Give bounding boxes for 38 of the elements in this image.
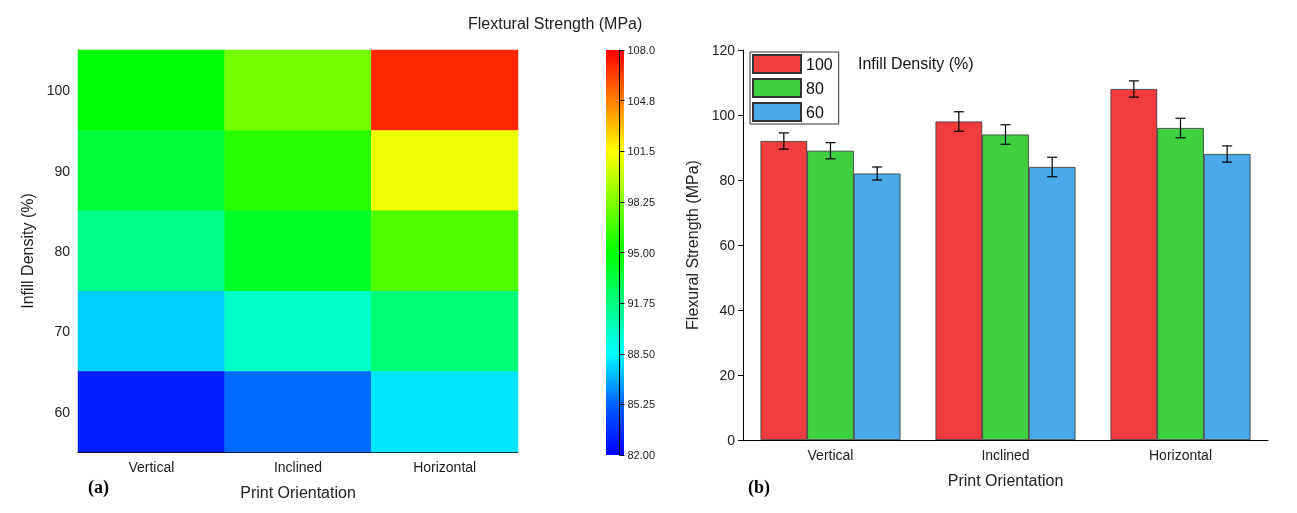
- y-tick-label: 60: [54, 403, 71, 420]
- x-axis-title: Print Orientation: [240, 483, 356, 501]
- legend-title: Infill Density (%): [858, 54, 974, 72]
- y-tick-label: 0: [727, 432, 736, 448]
- y-tick-label: 100: [46, 82, 71, 99]
- color-bar-label: 88.50: [627, 347, 655, 360]
- y-tick-label: 100: [711, 107, 736, 123]
- y-axis-title: Infill Density (%): [19, 193, 37, 309]
- x-tick-label: Inclined: [273, 459, 323, 475]
- color-bar-label: 95.00: [627, 246, 655, 259]
- x-tick-label: Horizontal: [1148, 447, 1213, 463]
- x-tick-label: Vertical: [807, 447, 854, 463]
- color-bar-label: 101.5: [627, 145, 655, 158]
- x-tick-label: Vertical: [128, 459, 175, 475]
- text: (b): [748, 477, 770, 498]
- text: (a): [88, 477, 109, 498]
- color-bar-title: Flextural Strength (MPa): [468, 14, 643, 32]
- x-tick-label: Horizontal: [413, 459, 477, 475]
- y-tick-label: 80: [719, 172, 736, 188]
- color-bar-label: 82.00: [627, 449, 655, 461]
- color-bar-label: 91.75: [627, 297, 655, 310]
- color-bar-label: 104.8: [627, 94, 655, 107]
- y-tick-label: 60: [719, 237, 736, 253]
- legend-label: 60: [806, 103, 824, 121]
- color-bar-label: 108.0: [627, 44, 655, 56]
- color-bar-label: 98.25: [627, 195, 655, 208]
- legend-label: 100: [806, 55, 833, 73]
- y-axis-title: Flexural Strength (MPa): [684, 160, 702, 330]
- color-bar-label: 85.25: [627, 398, 655, 411]
- x-tick-label: Inclined: [981, 447, 1030, 463]
- y-tick-label: 20: [719, 367, 736, 383]
- y-tick-label: 80: [54, 243, 71, 259]
- x-axis-title: Print Orientation: [947, 471, 1064, 489]
- y-tick-label: 120: [711, 42, 736, 58]
- y-tick-label: 40: [719, 302, 736, 318]
- legend-label: 80: [806, 79, 824, 97]
- y-tick-label: 70: [54, 323, 71, 340]
- y-tick-label: 90: [54, 162, 71, 179]
